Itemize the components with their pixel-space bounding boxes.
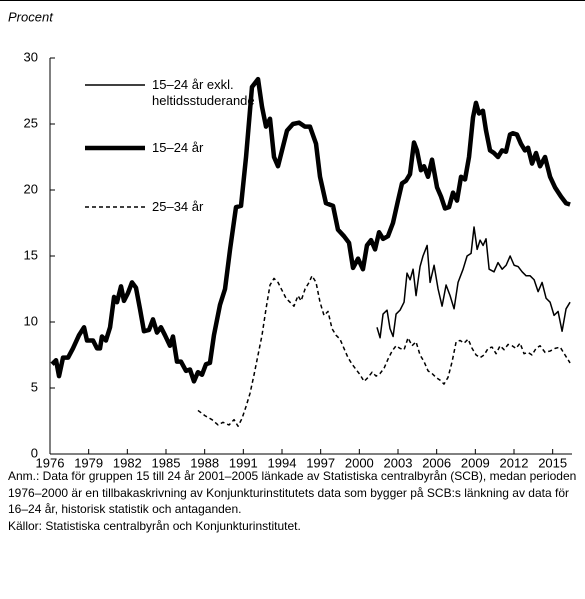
x-tick-label: 1988 — [190, 455, 219, 470]
x-tick-label: 2009 — [461, 455, 490, 470]
y-tick-label: 20 — [24, 181, 38, 196]
y-tick-label: 5 — [31, 379, 38, 394]
x-tick-label: 1976 — [36, 455, 65, 470]
legend-label: 15–24 år — [152, 140, 204, 155]
x-tick-label: 1991 — [229, 455, 258, 470]
x-tick-label: 1997 — [306, 455, 335, 470]
series-line — [376, 226, 571, 339]
legend-label: 15–24 år exkl. heltidsstuderande — [152, 77, 255, 108]
x-tick-label: 1985 — [152, 455, 181, 470]
x-tick-label: 2000 — [345, 455, 374, 470]
series-line — [50, 76, 571, 384]
y-axis-label: Procent — [8, 9, 54, 24]
chart: Procent 0 5 10 15 20 25 30 1976 1979 1982 1985 1988… — [0, 0, 585, 470]
x-tick-label: 1994 — [268, 455, 297, 470]
source: Källor: Statistiska centralbyrån och Kon… — [8, 518, 301, 533]
x-tick-label: 2015 — [538, 455, 567, 470]
x-tick-label: 1982 — [113, 455, 142, 470]
x-tick-label: 2012 — [500, 455, 529, 470]
x-tick-label: 2006 — [422, 455, 451, 470]
y-tick-label: 15 — [24, 247, 38, 262]
y-tick-label: 10 — [24, 313, 38, 328]
x-tick-label: 1979 — [74, 455, 103, 470]
note: Anm.: Data för gruppen 15 till 24 år 200… — [8, 469, 577, 516]
legend-label: 25–34 år — [152, 199, 204, 214]
x-tick-label: 2003 — [384, 455, 413, 470]
y-tick-label: 30 — [24, 49, 38, 64]
notes: Anm.: Data för gruppen 15 till 24 år 200… — [8, 468, 580, 534]
y-tick-label: 0 — [31, 445, 38, 460]
y-tick-label: 25 — [24, 115, 38, 130]
series-line — [197, 275, 571, 428]
